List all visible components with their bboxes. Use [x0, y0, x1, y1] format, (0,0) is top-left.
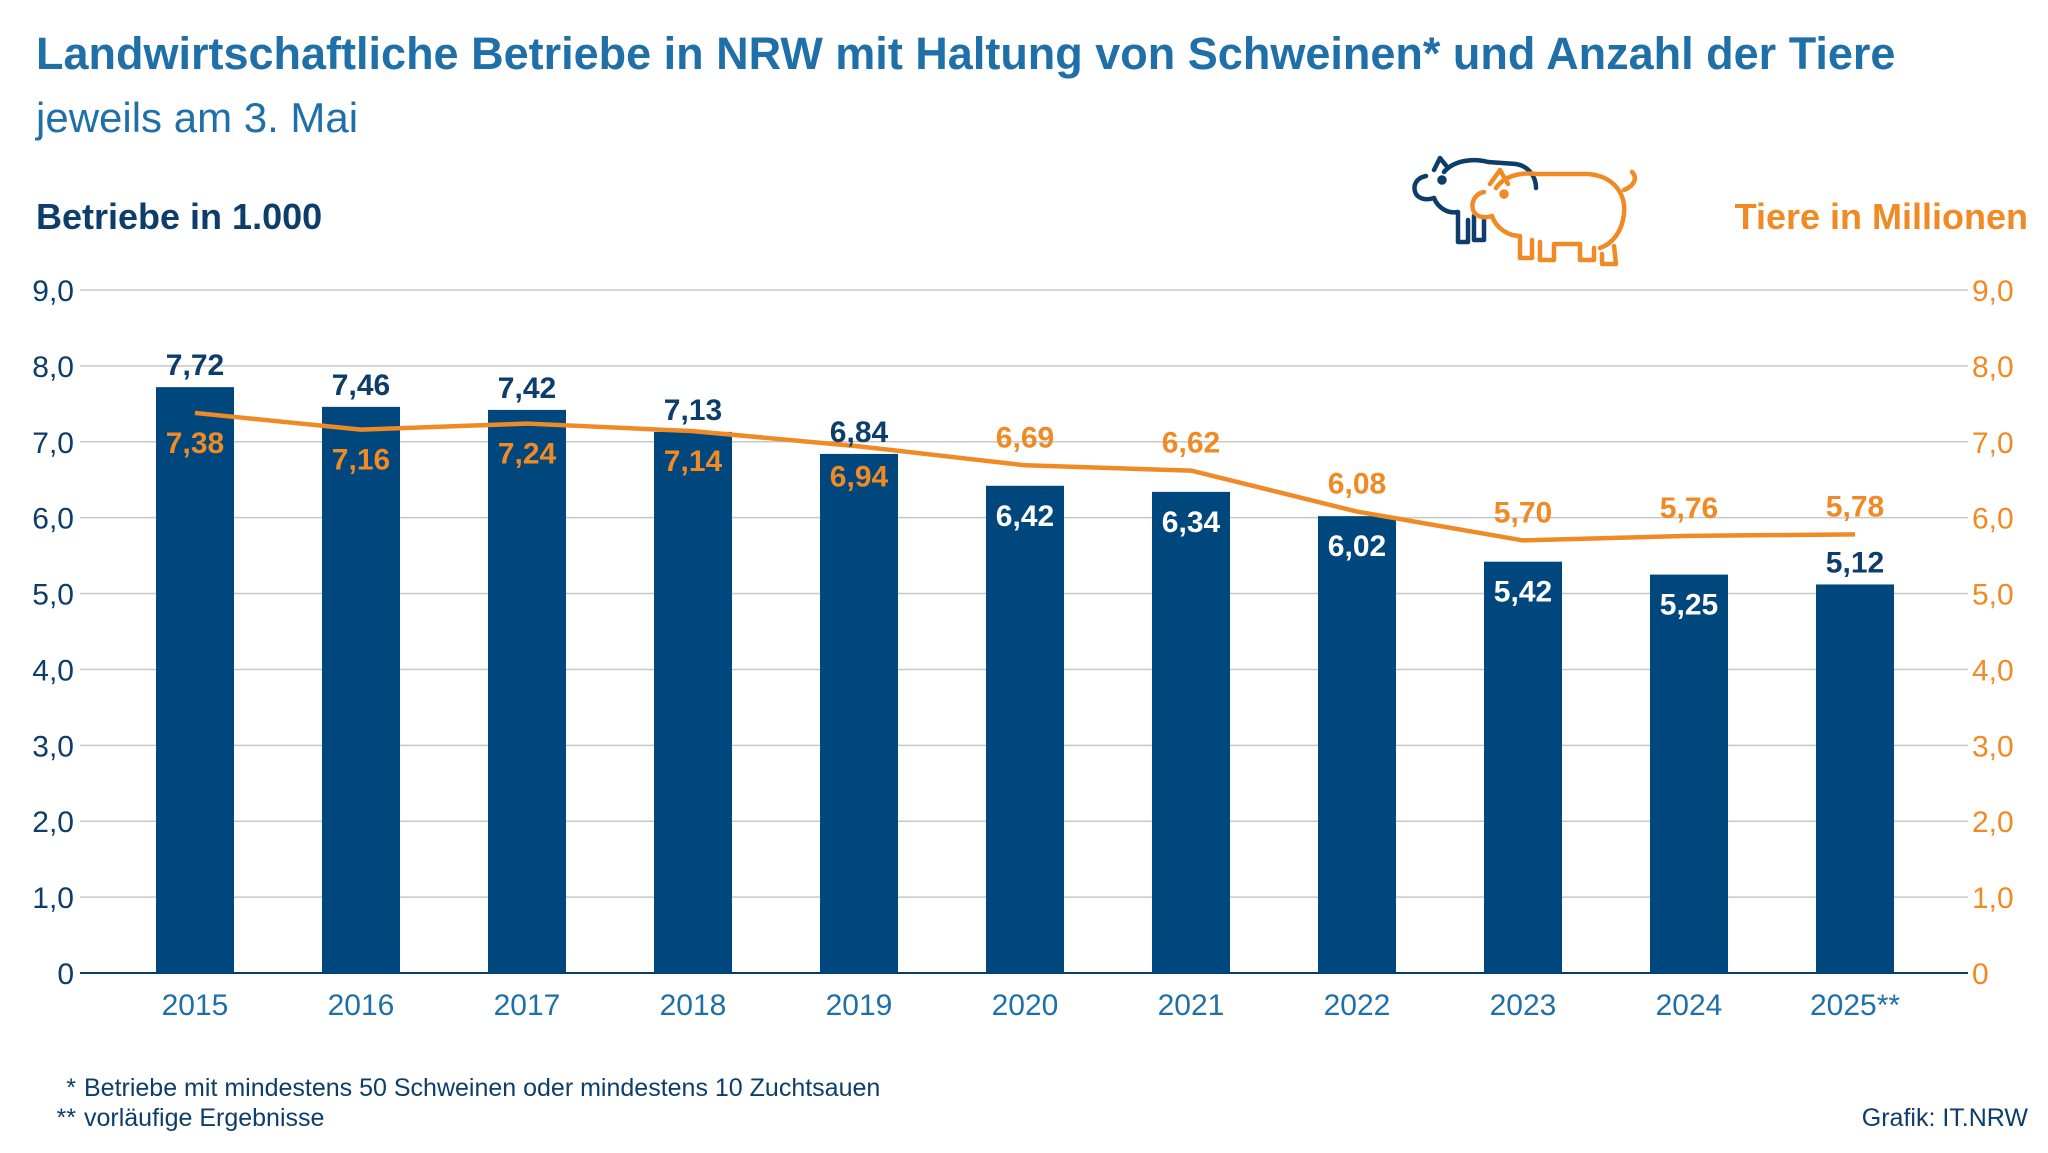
line-value-label: 7,14 — [664, 445, 723, 478]
left-tick-label: 5,0 — [32, 579, 74, 612]
line-value-label: 6,94 — [830, 460, 889, 493]
bar — [654, 431, 732, 973]
footnote-1: * Betriebe mit mindestens 50 Schweinen od… — [36, 1074, 880, 1103]
bar-value-label: 5,42 — [1494, 576, 1552, 609]
bar — [322, 406, 400, 973]
x-tick-label: 2020 — [992, 989, 1059, 1022]
right-tick-label: 8,0 — [1972, 351, 2014, 384]
x-tick-label: 2015 — [162, 989, 229, 1022]
line-value-label: 7,16 — [332, 444, 390, 477]
bar-value-label: 6,84 — [830, 416, 889, 449]
bar-value-label: 7,13 — [664, 394, 722, 427]
bar-value-label: 5,12 — [1826, 546, 1884, 579]
pig-icon-orange — [1470, 167, 1637, 267]
x-tick-label: 2019 — [826, 989, 893, 1022]
bar — [986, 485, 1064, 973]
x-tick-label: 2025** — [1810, 989, 1900, 1022]
bar — [1484, 561, 1562, 973]
bar-value-label: 7,42 — [498, 372, 556, 405]
right-axis-title: Tiere in Millionen — [1734, 196, 2028, 237]
line-value-label: 6,08 — [1328, 468, 1386, 501]
bar-value-label: 6,34 — [1162, 506, 1221, 539]
bar-value-label: 5,25 — [1660, 589, 1718, 622]
x-tick-label: 2016 — [328, 989, 395, 1022]
left-tick-label: 1,0 — [32, 882, 74, 915]
footnote-2-text: vorläufige Ergebnisse — [84, 1104, 325, 1132]
bar — [820, 453, 898, 973]
footnote-2: ** vorläufige Ergebnisse — [36, 1104, 325, 1133]
line-value-label: 5,70 — [1494, 496, 1552, 529]
left-tick-label: 4,0 — [32, 654, 74, 687]
bar — [1650, 574, 1728, 973]
footnote-2-mark: ** — [56, 1104, 76, 1132]
bar — [488, 409, 566, 974]
line-value-label: 7,38 — [166, 427, 224, 460]
line-series — [194, 410, 1856, 543]
right-tick-label: 9,0 — [1972, 275, 2014, 308]
footnote-1-mark: * — [66, 1074, 76, 1102]
bar — [1816, 584, 1894, 973]
x-tick-label: 2022 — [1324, 989, 1391, 1022]
x-tick-label: 2023 — [1490, 989, 1557, 1022]
right-tick-label: 7,0 — [1972, 427, 2014, 460]
line-value-label: 6,62 — [1162, 427, 1220, 460]
left-axis-title: Betriebe in 1.000 — [36, 196, 323, 237]
left-tick-label: 6,0 — [32, 503, 74, 536]
chart-title: Landwirtschaftliche Betriebe in NRW mit … — [36, 28, 1896, 79]
line-value-label: 5,78 — [1826, 490, 1884, 523]
bar-value-label: 7,46 — [332, 369, 390, 402]
bar — [1152, 491, 1230, 973]
footnote-1-text: Betriebe mit mindestens 50 Schweinen ode… — [84, 1074, 881, 1102]
left-tick-label: 7,0 — [32, 427, 74, 460]
x-tick-label: 2021 — [1158, 989, 1225, 1022]
x-tick-label: 2017 — [494, 989, 561, 1022]
bar-value-label: 6,02 — [1328, 530, 1386, 563]
left-tick-label: 3,0 — [32, 730, 74, 763]
right-tick-label: 5,0 — [1972, 579, 2014, 612]
right-tick-label: 0 — [1972, 958, 1989, 991]
left-tick-label: 2,0 — [32, 806, 74, 839]
chart-subtitle: jeweils am 3. Mai — [36, 94, 359, 141]
bar — [1318, 516, 1396, 973]
left-tick-label: 8,0 — [32, 351, 74, 384]
pig-icons — [1412, 155, 1637, 267]
bar-value-label: 6,42 — [996, 500, 1054, 533]
left-tick-label: 0 — [57, 958, 74, 991]
line-value-label: 5,76 — [1660, 492, 1718, 525]
chart-area: 0 1,0 2,0 3,0 4,0 5,0 6,0 7,0 8,0 9,0 0 1,0 2,0 3,0 4,… — [32, 275, 2014, 1022]
x-tick-label: 2018 — [660, 989, 727, 1022]
right-tick-label: 3,0 — [1972, 730, 2014, 763]
line-value-label: 6,69 — [996, 421, 1054, 454]
left-tick-label: 9,0 — [32, 275, 74, 308]
right-tick-label: 6,0 — [1972, 503, 2014, 536]
bar — [156, 387, 234, 973]
right-tick-label: 2,0 — [1972, 806, 2014, 839]
right-tick-label: 1,0 — [1972, 882, 2014, 915]
bar-value-label: 7,72 — [166, 349, 224, 382]
line-value-label: 7,24 — [498, 438, 557, 471]
pig-icon-blue — [1412, 155, 1539, 245]
credit: Grafik: IT.NRW — [1861, 1104, 2028, 1132]
right-tick-label: 4,0 — [1972, 654, 2014, 687]
x-tick-label: 2024 — [1656, 989, 1723, 1022]
